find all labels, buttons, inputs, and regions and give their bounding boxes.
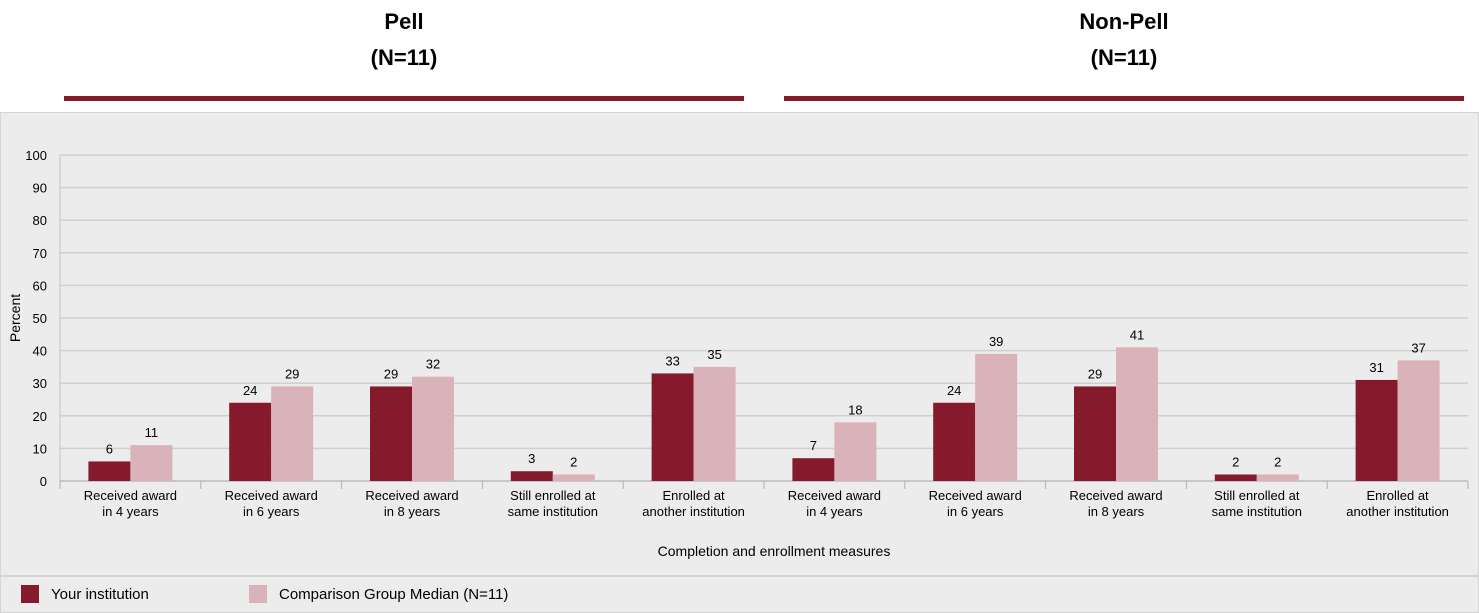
pell-group-rule <box>64 96 744 101</box>
bar-comparison-median <box>271 386 314 481</box>
bar-your-institution <box>933 402 976 481</box>
bar-data-label: 29 <box>285 366 299 381</box>
bar-data-label: 7 <box>810 438 817 453</box>
pell-group-title: Pell (N=11) <box>64 4 744 76</box>
x-tick-label-line1: Still enrolled at <box>510 488 596 503</box>
bar-data-label: 29 <box>384 366 398 381</box>
bar-data-label: 29 <box>1088 366 1102 381</box>
pell-group-n: (N=11) <box>370 45 438 70</box>
bar-your-institution <box>370 386 412 481</box>
bar-data-label: 39 <box>989 334 1003 349</box>
legend-item-your-institution: Your institution <box>21 585 149 603</box>
bar-data-label: 2 <box>1274 454 1281 469</box>
y-tick-label: 40 <box>33 344 47 359</box>
bar-your-institution <box>792 458 835 481</box>
non-pell-group-n: (N=11) <box>1090 45 1158 70</box>
y-tick-label: 70 <box>33 246 47 261</box>
legend: Your institution Comparison Group Median… <box>0 576 1479 613</box>
pell-group-label: Pell <box>384 9 424 34</box>
y-tick-label: 20 <box>33 409 47 424</box>
y-tick-label: 0 <box>40 474 47 489</box>
x-tick-label-line2: in 6 years <box>947 504 1004 519</box>
bar-data-label: 35 <box>707 347 721 362</box>
x-tick-label-line2: same institution <box>508 504 598 519</box>
y-tick-label: 30 <box>33 376 47 391</box>
x-tick-label-line2: same institution <box>1212 504 1302 519</box>
x-tick-label-line1: Received award <box>84 488 177 503</box>
bar-comparison-median <box>834 422 877 481</box>
x-tick-label-line1: Received award <box>929 488 1022 503</box>
x-tick-label-line1: Enrolled at <box>663 488 726 503</box>
bar-data-label: 6 <box>106 441 113 456</box>
bar-comparison-median <box>130 445 173 481</box>
bar-data-label: 31 <box>1369 360 1383 375</box>
y-tick-label: 90 <box>33 181 47 196</box>
bar-data-label: 41 <box>1130 327 1144 342</box>
non-pell-group-rule <box>784 96 1464 101</box>
y-tick-label: 60 <box>33 278 47 293</box>
y-tick-label: 10 <box>33 441 47 456</box>
x-axis-title: Completion and enrollment measures <box>658 543 891 559</box>
x-tick-label-line1: Received award <box>1069 488 1162 503</box>
x-tick-label-line1: Received award <box>788 488 881 503</box>
bar-comparison-median <box>1256 474 1299 481</box>
bar-comparison-median <box>552 474 595 481</box>
non-pell-group-title: Non-Pell (N=11) <box>784 4 1464 76</box>
bar-data-label: 32 <box>426 357 440 372</box>
bar-your-institution <box>510 471 553 481</box>
x-tick-label-line1: Enrolled at <box>1367 488 1430 503</box>
non-pell-group-label: Non-Pell <box>1079 9 1169 34</box>
y-tick-label: 100 <box>25 148 47 163</box>
bar-comparison-median <box>1116 347 1158 481</box>
bar-comparison-median <box>975 353 1018 481</box>
x-tick-label-line1: Received award <box>365 488 458 503</box>
legend-label-your-institution: Your institution <box>51 585 149 603</box>
bar-your-institution <box>1355 379 1398 481</box>
x-tick-label-line2: in 6 years <box>243 504 300 519</box>
legend-item-comparison: Comparison Group Median (N=11) <box>249 585 508 603</box>
bar-comparison-median <box>693 366 736 481</box>
bar-data-label: 3 <box>528 451 535 466</box>
bar-data-label: 24 <box>947 383 961 398</box>
legend-swatch-comparison <box>249 585 267 603</box>
bar-your-institution <box>88 461 131 481</box>
bar-data-label: 2 <box>570 454 577 469</box>
x-tick-label-line2: in 8 years <box>1088 504 1145 519</box>
chart-panel <box>0 112 1479 576</box>
legend-label-comparison: Comparison Group Median (N=11) <box>279 585 509 603</box>
x-tick-label-line1: Received award <box>225 488 318 503</box>
y-tick-label: 80 <box>33 213 47 228</box>
bar-data-label: 33 <box>665 353 679 368</box>
y-axis-title: Percent <box>7 294 23 342</box>
bar-your-institution <box>229 402 272 481</box>
y-tick-label: 50 <box>33 311 47 326</box>
x-tick-label-line2: another institution <box>1346 504 1449 519</box>
x-tick-label-line1: Still enrolled at <box>1214 488 1300 503</box>
bar-your-institution <box>651 373 694 481</box>
bar-comparison-median <box>412 376 454 481</box>
bar-data-label: 2 <box>1232 454 1239 469</box>
bar-your-institution <box>1214 474 1257 481</box>
x-tick-label-line2: in 4 years <box>806 504 863 519</box>
bar-data-label: 24 <box>243 383 257 398</box>
x-tick-label-line2: in 8 years <box>384 504 441 519</box>
x-tick-label-line2: another institution <box>642 504 745 519</box>
bar-data-label: 11 <box>145 425 159 440</box>
bar-data-label: 37 <box>1411 340 1425 355</box>
bar-comparison-median <box>1397 360 1440 481</box>
bar-data-label: 18 <box>848 402 862 417</box>
legend-swatch-your-institution <box>21 585 39 603</box>
bar-your-institution <box>1074 386 1116 481</box>
x-tick-label-line2: in 4 years <box>102 504 159 519</box>
